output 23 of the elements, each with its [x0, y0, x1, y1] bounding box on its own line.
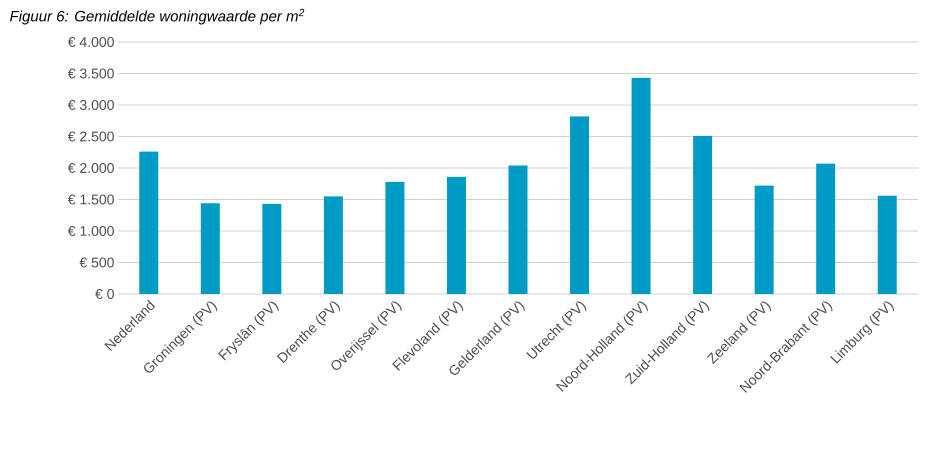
y-tick-label: € 4.000 [68, 37, 114, 47]
bar [570, 116, 590, 294]
bar [632, 78, 651, 294]
y-tick-label: € 3.000 [68, 100, 114, 110]
bar [508, 165, 528, 294]
bar [324, 196, 343, 294]
y-tick-label: € 3.500 [68, 68, 114, 78]
bar [693, 136, 712, 294]
y-tick-label: € 1.500 [68, 194, 114, 204]
bar [200, 203, 220, 294]
chart-title: Figuur 6: Gemiddelde woningwaarde per m$^{2}$ [10, 8, 304, 24]
y-tick-label: € 500 [80, 258, 114, 268]
bar [139, 152, 158, 294]
bar [446, 176, 466, 294]
bar [262, 204, 282, 294]
y-tick-label: € 2.000 [68, 163, 114, 173]
y-tick-label: € 0 [95, 289, 114, 299]
bar [816, 164, 836, 294]
bar [385, 182, 404, 294]
bar [754, 186, 774, 294]
bar [878, 196, 897, 294]
y-tick-label: € 1.000 [68, 226, 114, 236]
y-tick-label: € 2.500 [68, 132, 114, 142]
